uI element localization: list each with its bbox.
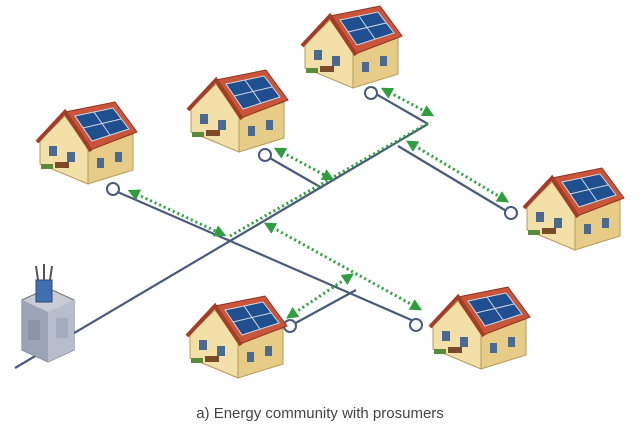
caption: a) Energy community with prosumers <box>196 405 444 422</box>
diagram: a) Energy community with prosumers <box>0 0 641 439</box>
transformer <box>22 264 74 362</box>
houses <box>37 6 624 378</box>
energy-flows <box>132 90 505 316</box>
